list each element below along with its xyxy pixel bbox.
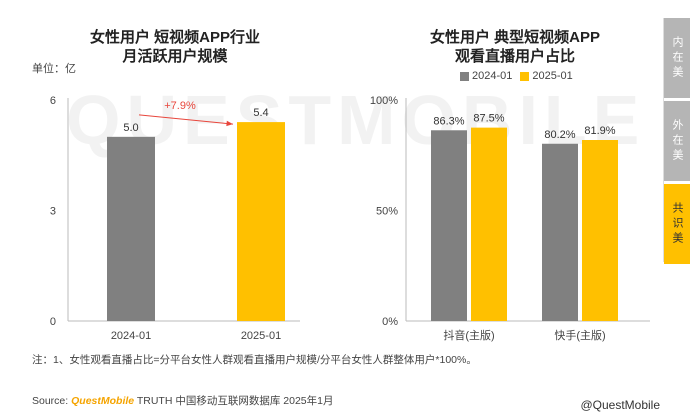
chart2-value-label: 86.3% — [433, 115, 464, 127]
credit-watermark: @QuestMobile — [580, 398, 660, 412]
tab-consensus-beauty[interactable]: 共识美 — [664, 184, 690, 264]
chart2-category-label: 快手(主版) — [554, 328, 605, 342]
source-prefix: Source: — [32, 395, 72, 407]
chart1-ytick-label: 0 — [50, 316, 56, 328]
chart2-bar — [542, 143, 578, 321]
chart1-category-label: 2025-01 — [241, 330, 281, 342]
chart1-unit-label: 单位：亿 — [32, 63, 76, 75]
legend-swatch-2024 — [460, 71, 469, 81]
chart2-ytick-label: 100% — [370, 95, 398, 107]
tab-inner-beauty[interactable]: 内在美 — [664, 18, 690, 98]
chart2-value-label: 80.2% — [544, 129, 575, 141]
tab-divider — [663, 18, 664, 262]
chart2-title: 女性用户 典型短视频APP 观看直播用户占比 — [429, 29, 600, 65]
chart2-ytick-label: 50% — [376, 206, 398, 218]
chart1-value-label: 5.0 — [123, 122, 138, 134]
chart2-legend: 2024-01 2025-01 — [460, 70, 573, 82]
side-tabs: 内在美 外在美 共识美 — [664, 18, 690, 267]
chart1-growth-arrow-line — [138, 114, 234, 125]
chart1-growth-arrow-head — [226, 120, 233, 127]
chart1-bar — [237, 122, 285, 321]
legend-label-2025: 2025-01 — [532, 70, 573, 82]
footnote: 注：1、女性观看直播占比=分平台女性人群观看直播用户规模/分平台女性人群整体用户… — [32, 354, 477, 366]
chart1-bar — [107, 136, 155, 321]
chart1-title: 女性用户 短视频APP行业 月活跃用户规模 — [89, 29, 260, 65]
source-brand: QuestMobile — [71, 395, 135, 407]
tab-outer-beauty[interactable]: 外在美 — [664, 101, 690, 181]
legend-swatch-2025 — [520, 71, 530, 81]
chart1-ytick-label: 6 — [50, 95, 56, 107]
chart1-growth-annotation: +7.9% — [164, 100, 196, 112]
chart2-bar — [582, 140, 618, 321]
chart2-ytick-label: 0% — [382, 316, 398, 328]
chart1-category-label: 2024-01 — [111, 330, 151, 342]
source-rest: TRUTH 中国移动互联网数据库 2025年1月 — [134, 395, 334, 407]
chart1-ytick-label: 3 — [50, 206, 56, 218]
legend-label-2024: 2024-01 — [472, 70, 513, 82]
chart1-value-label: 5.4 — [253, 107, 268, 119]
chart2-bar — [431, 130, 467, 321]
chart2-value-label: 81.9% — [584, 125, 615, 137]
chart2-category-label: 抖音(主版) — [443, 328, 494, 342]
chart2-bar — [471, 127, 507, 321]
chart2-value-label: 87.5% — [473, 113, 504, 125]
source-line: Source: QuestMobile TRUTH 中国移动互联网数据库 202… — [32, 393, 333, 408]
